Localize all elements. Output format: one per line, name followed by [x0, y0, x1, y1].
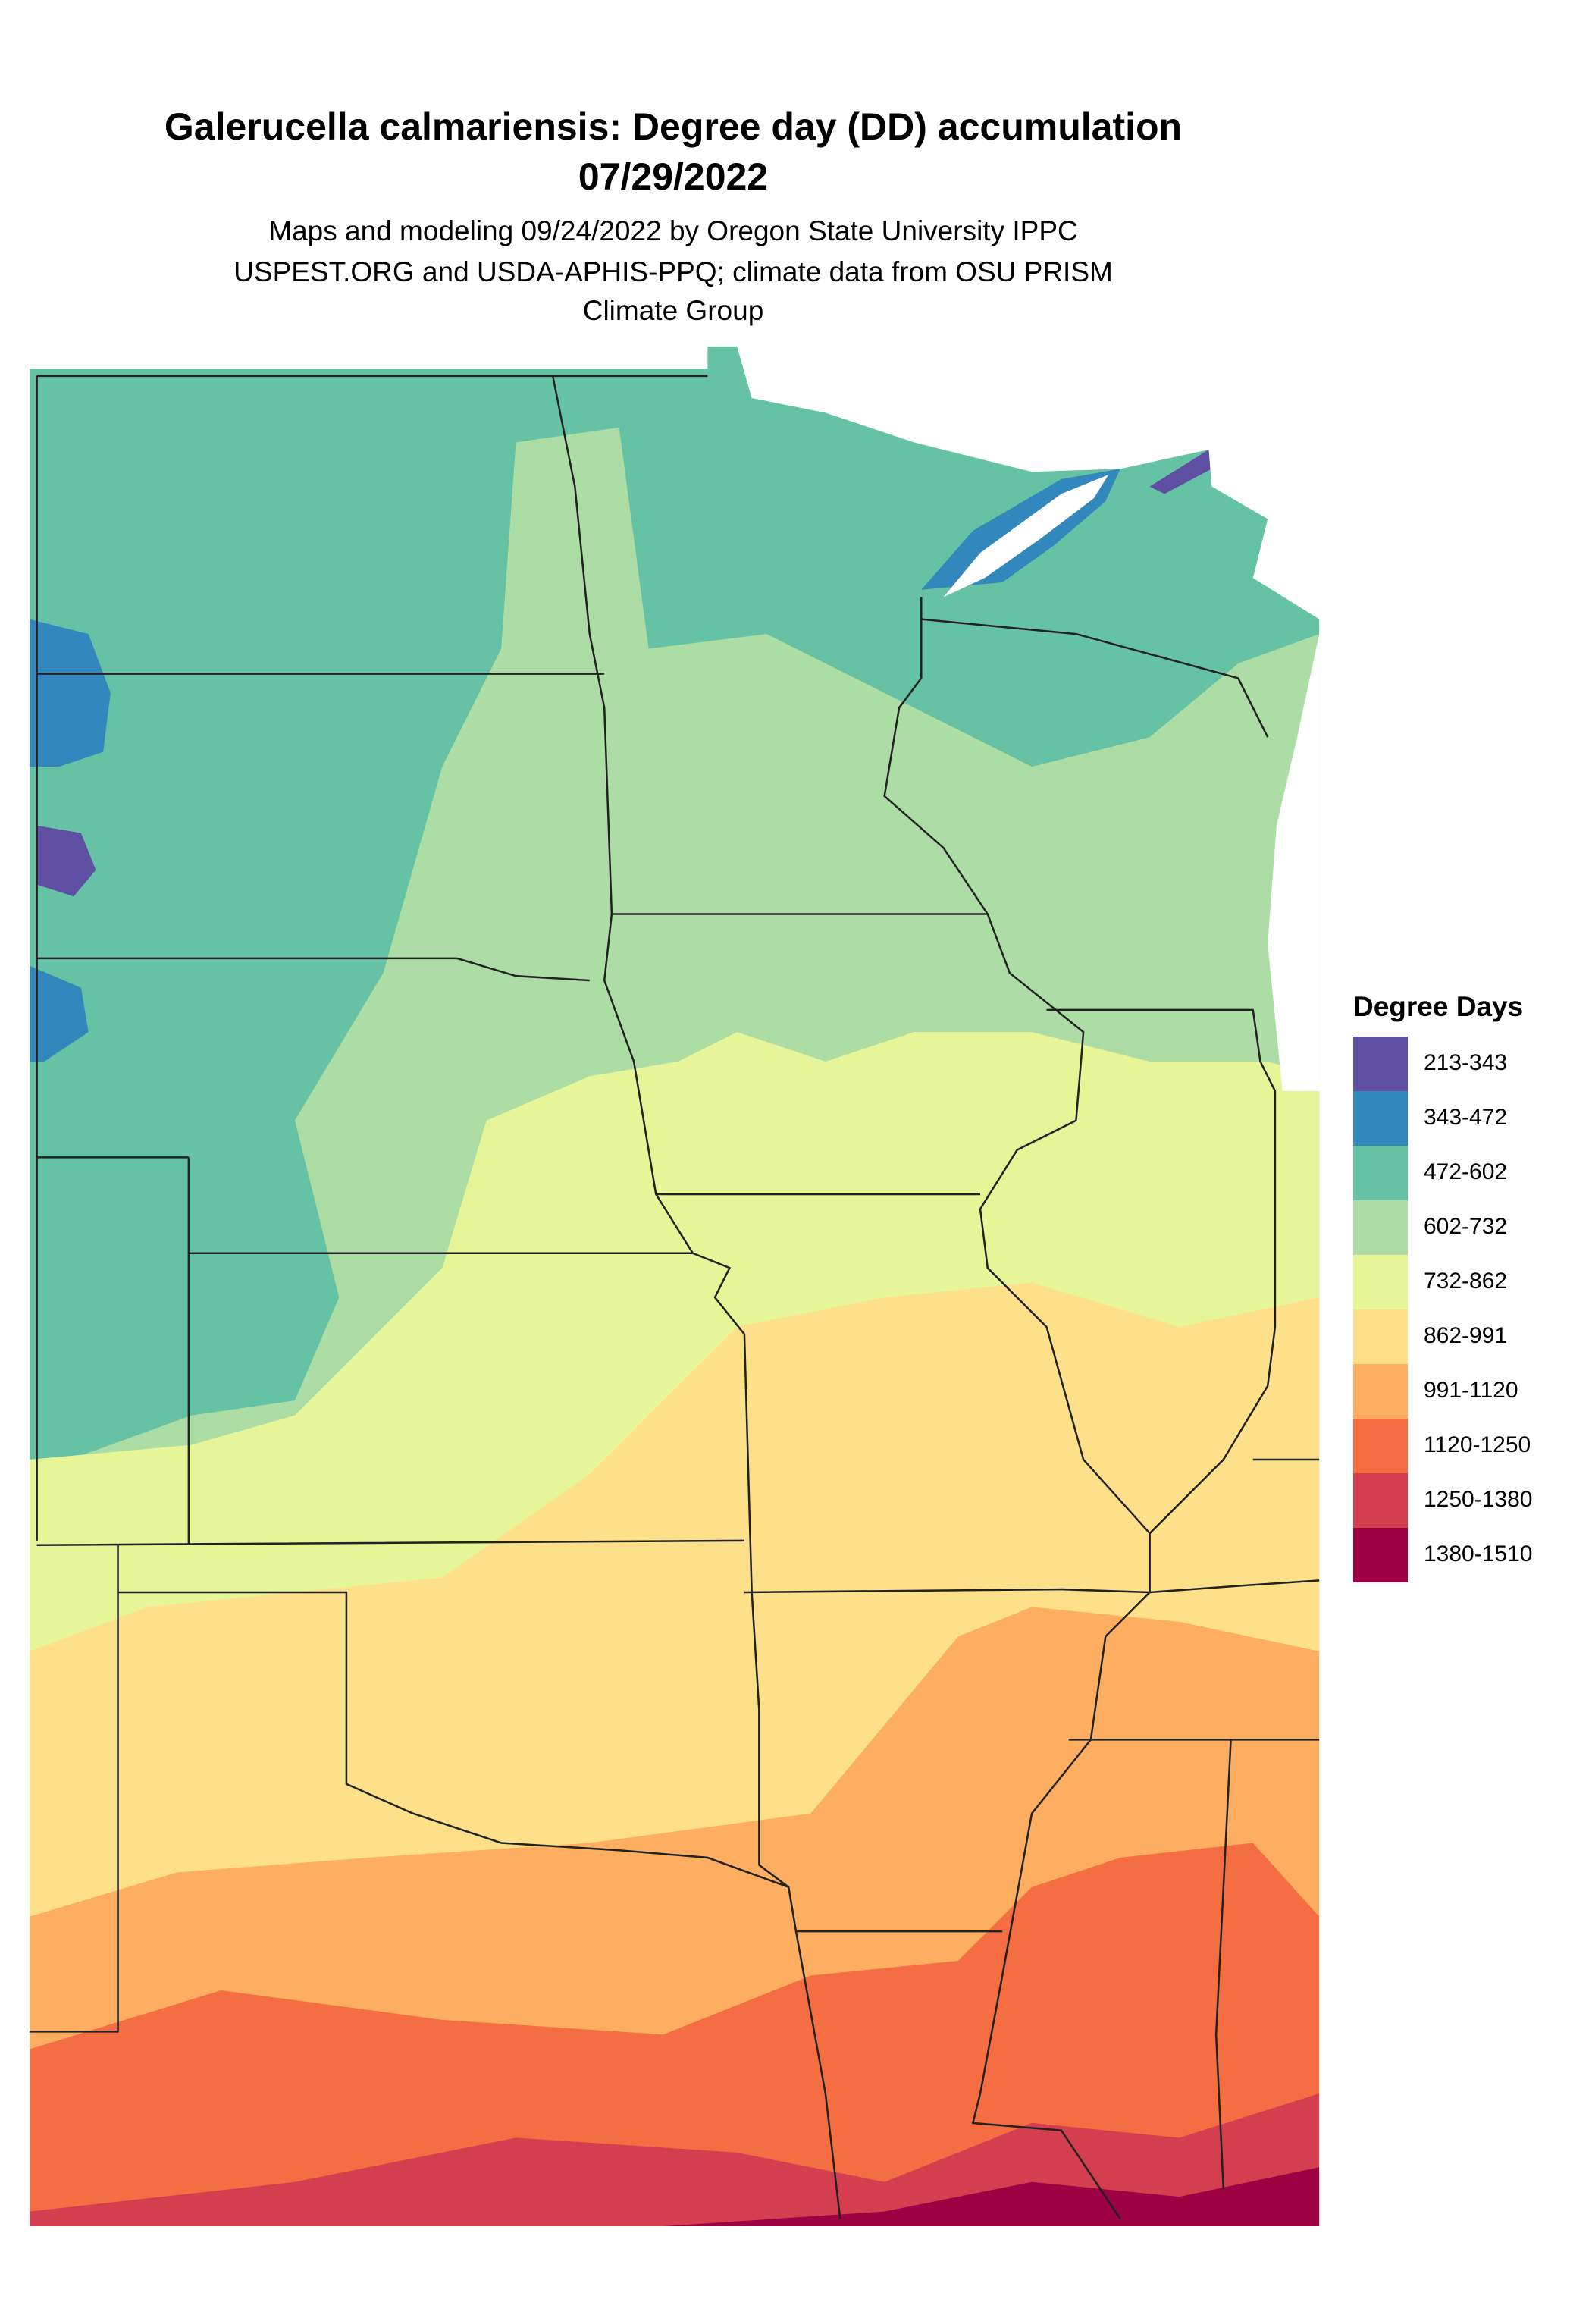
legend-swatch [1353, 1255, 1408, 1309]
zone [29, 619, 111, 767]
lake [1268, 634, 1320, 1091]
map [29, 346, 1320, 2227]
legend-label: 213-343 [1424, 1050, 1507, 1075]
map-raster [29, 346, 1320, 2227]
legend-label: 602-732 [1424, 1214, 1507, 1239]
legend-label: 862-991 [1424, 1323, 1507, 1348]
legend-label: 1250-1380 [1424, 1487, 1532, 1512]
legend-swatch [1353, 1364, 1408, 1419]
legend-label: 1380-1510 [1424, 1541, 1532, 1567]
legend-label: 472-602 [1424, 1159, 1507, 1184]
zone [29, 965, 89, 1062]
legend-swatch [1353, 1473, 1408, 1528]
legend-label: 1120-1250 [1424, 1432, 1531, 1457]
zone [1149, 450, 1212, 494]
subtitle: Climate Group [583, 295, 764, 326]
legend-label: 732-862 [1424, 1269, 1507, 1294]
state-borders [29, 375, 1320, 2220]
legend-swatch [1353, 1419, 1408, 1473]
legend-swatch [1353, 1200, 1408, 1255]
legend-swatch [1353, 1528, 1408, 1582]
legend-swatch [1353, 1146, 1408, 1200]
legend-swatch [1353, 1091, 1408, 1146]
zone [29, 1843, 1320, 2227]
zone [36, 825, 96, 897]
legend-swatch [1353, 1037, 1408, 1091]
map-date: 07/29/2022 [578, 155, 768, 198]
legend-label: 991-1120 [1424, 1378, 1518, 1403]
lake [943, 475, 1109, 597]
map-title: Galerucella calmariensis: Degree day (DD… [165, 105, 1182, 148]
legend-title: Degree Days [1353, 991, 1523, 1022]
legend-label: 343-472 [1424, 1105, 1507, 1130]
zone [663, 2167, 1320, 2227]
subtitle: USPEST.ORG and USDA-APHIS-PPQ; climate d… [233, 256, 1113, 287]
legend-swatch [1353, 1309, 1408, 1364]
subtitle: Maps and modeling 09/24/2022 by Oregon S… [268, 215, 1077, 246]
